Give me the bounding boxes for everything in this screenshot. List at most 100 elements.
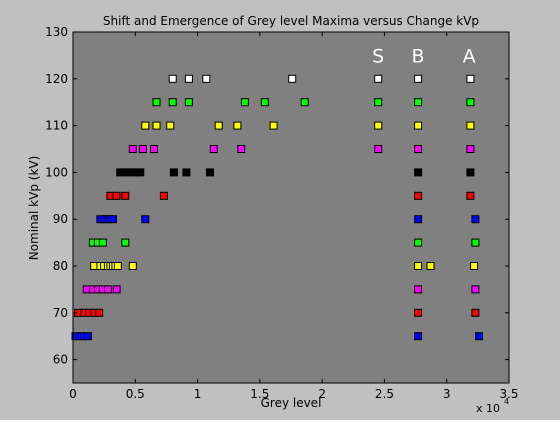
data-point [168,74,177,83]
data-point [206,168,214,177]
data-point [136,168,145,177]
data-point [466,191,475,200]
x-tick-label: 3.5 [499,387,518,401]
data-point [414,74,423,83]
data-point [466,121,475,130]
y-tick-label: 110 [45,119,68,133]
y-axis-ticks: 60 70 80 90 100 110 120 130 [45,25,509,367]
data-point [414,191,423,200]
data-point [374,74,383,83]
data-point [237,145,246,153]
series-65kv [71,332,484,341]
data-point [128,145,137,153]
data-point [113,262,122,270]
data-point [184,74,193,83]
data-point [414,121,423,130]
data-point [152,121,161,130]
data-point [466,74,475,83]
data-point [98,238,107,247]
x-axis-multiplier-exponent: 4 [504,397,509,406]
y-tick-label: 120 [45,72,68,86]
data-point [168,98,177,107]
data-point [83,332,92,341]
data-point [466,168,475,177]
data-point [103,285,112,294]
x-tick-label: 1.5 [250,387,269,401]
y-tick-label: 70 [53,306,68,320]
data-marks [71,74,484,341]
data-point [169,168,178,177]
data-point [466,98,475,107]
data-point [414,262,423,270]
y-tick-label: 80 [53,259,68,273]
data-point [150,145,158,153]
data-point [121,238,130,247]
x-tick-label: 0 [69,387,77,401]
series-105kv [128,145,475,153]
series-75kv [82,285,480,294]
annotation-label: B [412,45,425,67]
annotation-label: A [463,45,476,67]
x-tick-label: 2 [318,387,326,401]
series-80kv [90,262,479,270]
data-point [260,98,269,107]
data-point [471,238,480,247]
x-axis-multiplier: x 10 [476,402,500,415]
y-tick-label: 90 [53,212,68,226]
series-110kv [141,121,475,130]
data-point [470,262,479,270]
data-point [95,308,104,317]
series-85kv [88,238,480,247]
y-tick-label: 130 [45,25,68,39]
data-point [475,332,484,341]
data-point [214,121,223,130]
data-point [141,215,150,224]
data-point [288,74,297,83]
x-tick-label: 0.5 [126,387,145,401]
data-point [112,285,121,294]
data-point [112,191,121,200]
y-axis-label: Nominal kVp (kV) [27,156,41,261]
y-tick-label: 100 [45,165,68,179]
data-point [471,308,480,317]
data-point [202,74,211,83]
data-point [414,98,423,107]
series-120kv [168,74,475,83]
x-tick-label: 3 [443,387,451,401]
series-90kv [96,215,480,224]
data-point [414,308,423,317]
data-point [166,121,175,130]
data-point [240,98,249,107]
data-point [414,145,423,153]
data-point [414,285,423,294]
data-point [300,98,309,107]
data-point [426,262,435,270]
axes-background [73,32,509,383]
data-point [209,145,218,153]
data-point [184,98,193,107]
data-point [374,145,383,153]
data-point [414,332,423,341]
data-point [414,238,423,247]
data-point [374,121,383,130]
data-point [414,215,423,224]
data-point [471,285,480,294]
series-95kv [106,191,475,200]
data-point [152,98,161,107]
data-point [471,215,480,224]
data-point [414,168,423,177]
annotation-label: S [372,45,384,67]
x-tick-label: 1 [194,387,202,401]
axes-frame [72,31,510,384]
data-point [374,98,383,107]
x-axis-ticks: 0 0.5 1 1.5 2 2.5 3 3.5 [69,32,519,401]
series-115kv [152,98,475,107]
y-tick-label: 60 [53,353,68,367]
data-point [141,121,150,130]
data-point [233,121,242,130]
series-70kv [74,308,480,317]
chart-title: Shift and Emergence of Grey level Maxima… [103,14,479,28]
